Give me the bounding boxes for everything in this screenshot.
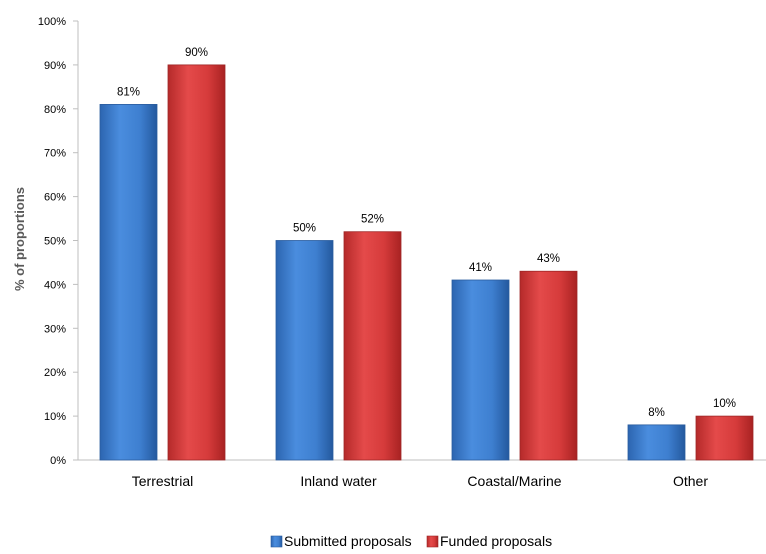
legend: Submitted proposals Funded proposals — [270, 533, 552, 549]
y-tick-label: 60% — [44, 192, 66, 204]
data-label: 43% — [537, 253, 560, 265]
bar-submitted — [99, 104, 158, 461]
bar-submitted — [627, 424, 686, 461]
legend-swatch-submitted — [270, 535, 283, 548]
legend-swatch-funded — [426, 535, 439, 548]
y-tick-label: 30% — [44, 323, 66, 335]
y-tick-label: 70% — [44, 148, 66, 160]
bar-funded — [695, 415, 754, 461]
y-tick-label: 80% — [44, 104, 66, 116]
y-tick-label: 0% — [50, 455, 66, 467]
data-label: 52% — [361, 214, 384, 226]
category-label: Other — [673, 473, 708, 489]
y-axis-title: % of proportions — [12, 187, 27, 291]
category-label: Coastal/Marine — [467, 473, 561, 489]
bar-submitted — [451, 279, 510, 461]
data-label: 8% — [648, 407, 665, 419]
category-label: Inland water — [300, 473, 377, 489]
data-label: 41% — [469, 262, 492, 274]
data-label: 10% — [713, 398, 736, 410]
bar-funded — [167, 64, 226, 461]
y-tick-label: 10% — [44, 411, 66, 423]
y-tick-label: 100% — [38, 16, 66, 28]
y-tick-label: 90% — [44, 60, 66, 72]
data-label: 50% — [293, 223, 316, 235]
bar-submitted — [275, 240, 334, 461]
y-tick-label: 40% — [44, 279, 66, 291]
legend-label-submitted: Submitted proposals — [284, 533, 412, 549]
category-label: Terrestrial — [132, 473, 193, 489]
data-label: 90% — [185, 47, 208, 59]
x-axis-categories: Terrestrial Inland water Coastal/Marine Oth… — [132, 473, 709, 489]
y-tick-label: 20% — [44, 367, 66, 379]
y-axis-ticks: 0% 10% 20% 30% 40% 50% 60% 70% 80% 90% 100% — [38, 16, 78, 467]
bar-funded — [343, 231, 402, 461]
bar-funded — [519, 270, 578, 461]
y-tick-label: 50% — [44, 236, 66, 248]
bar-series: 81% 90% 50% 52% 41% 43% 8% 10% — [99, 47, 754, 461]
data-label: 81% — [117, 86, 140, 98]
legend-label-funded: Funded proposals — [440, 533, 552, 549]
